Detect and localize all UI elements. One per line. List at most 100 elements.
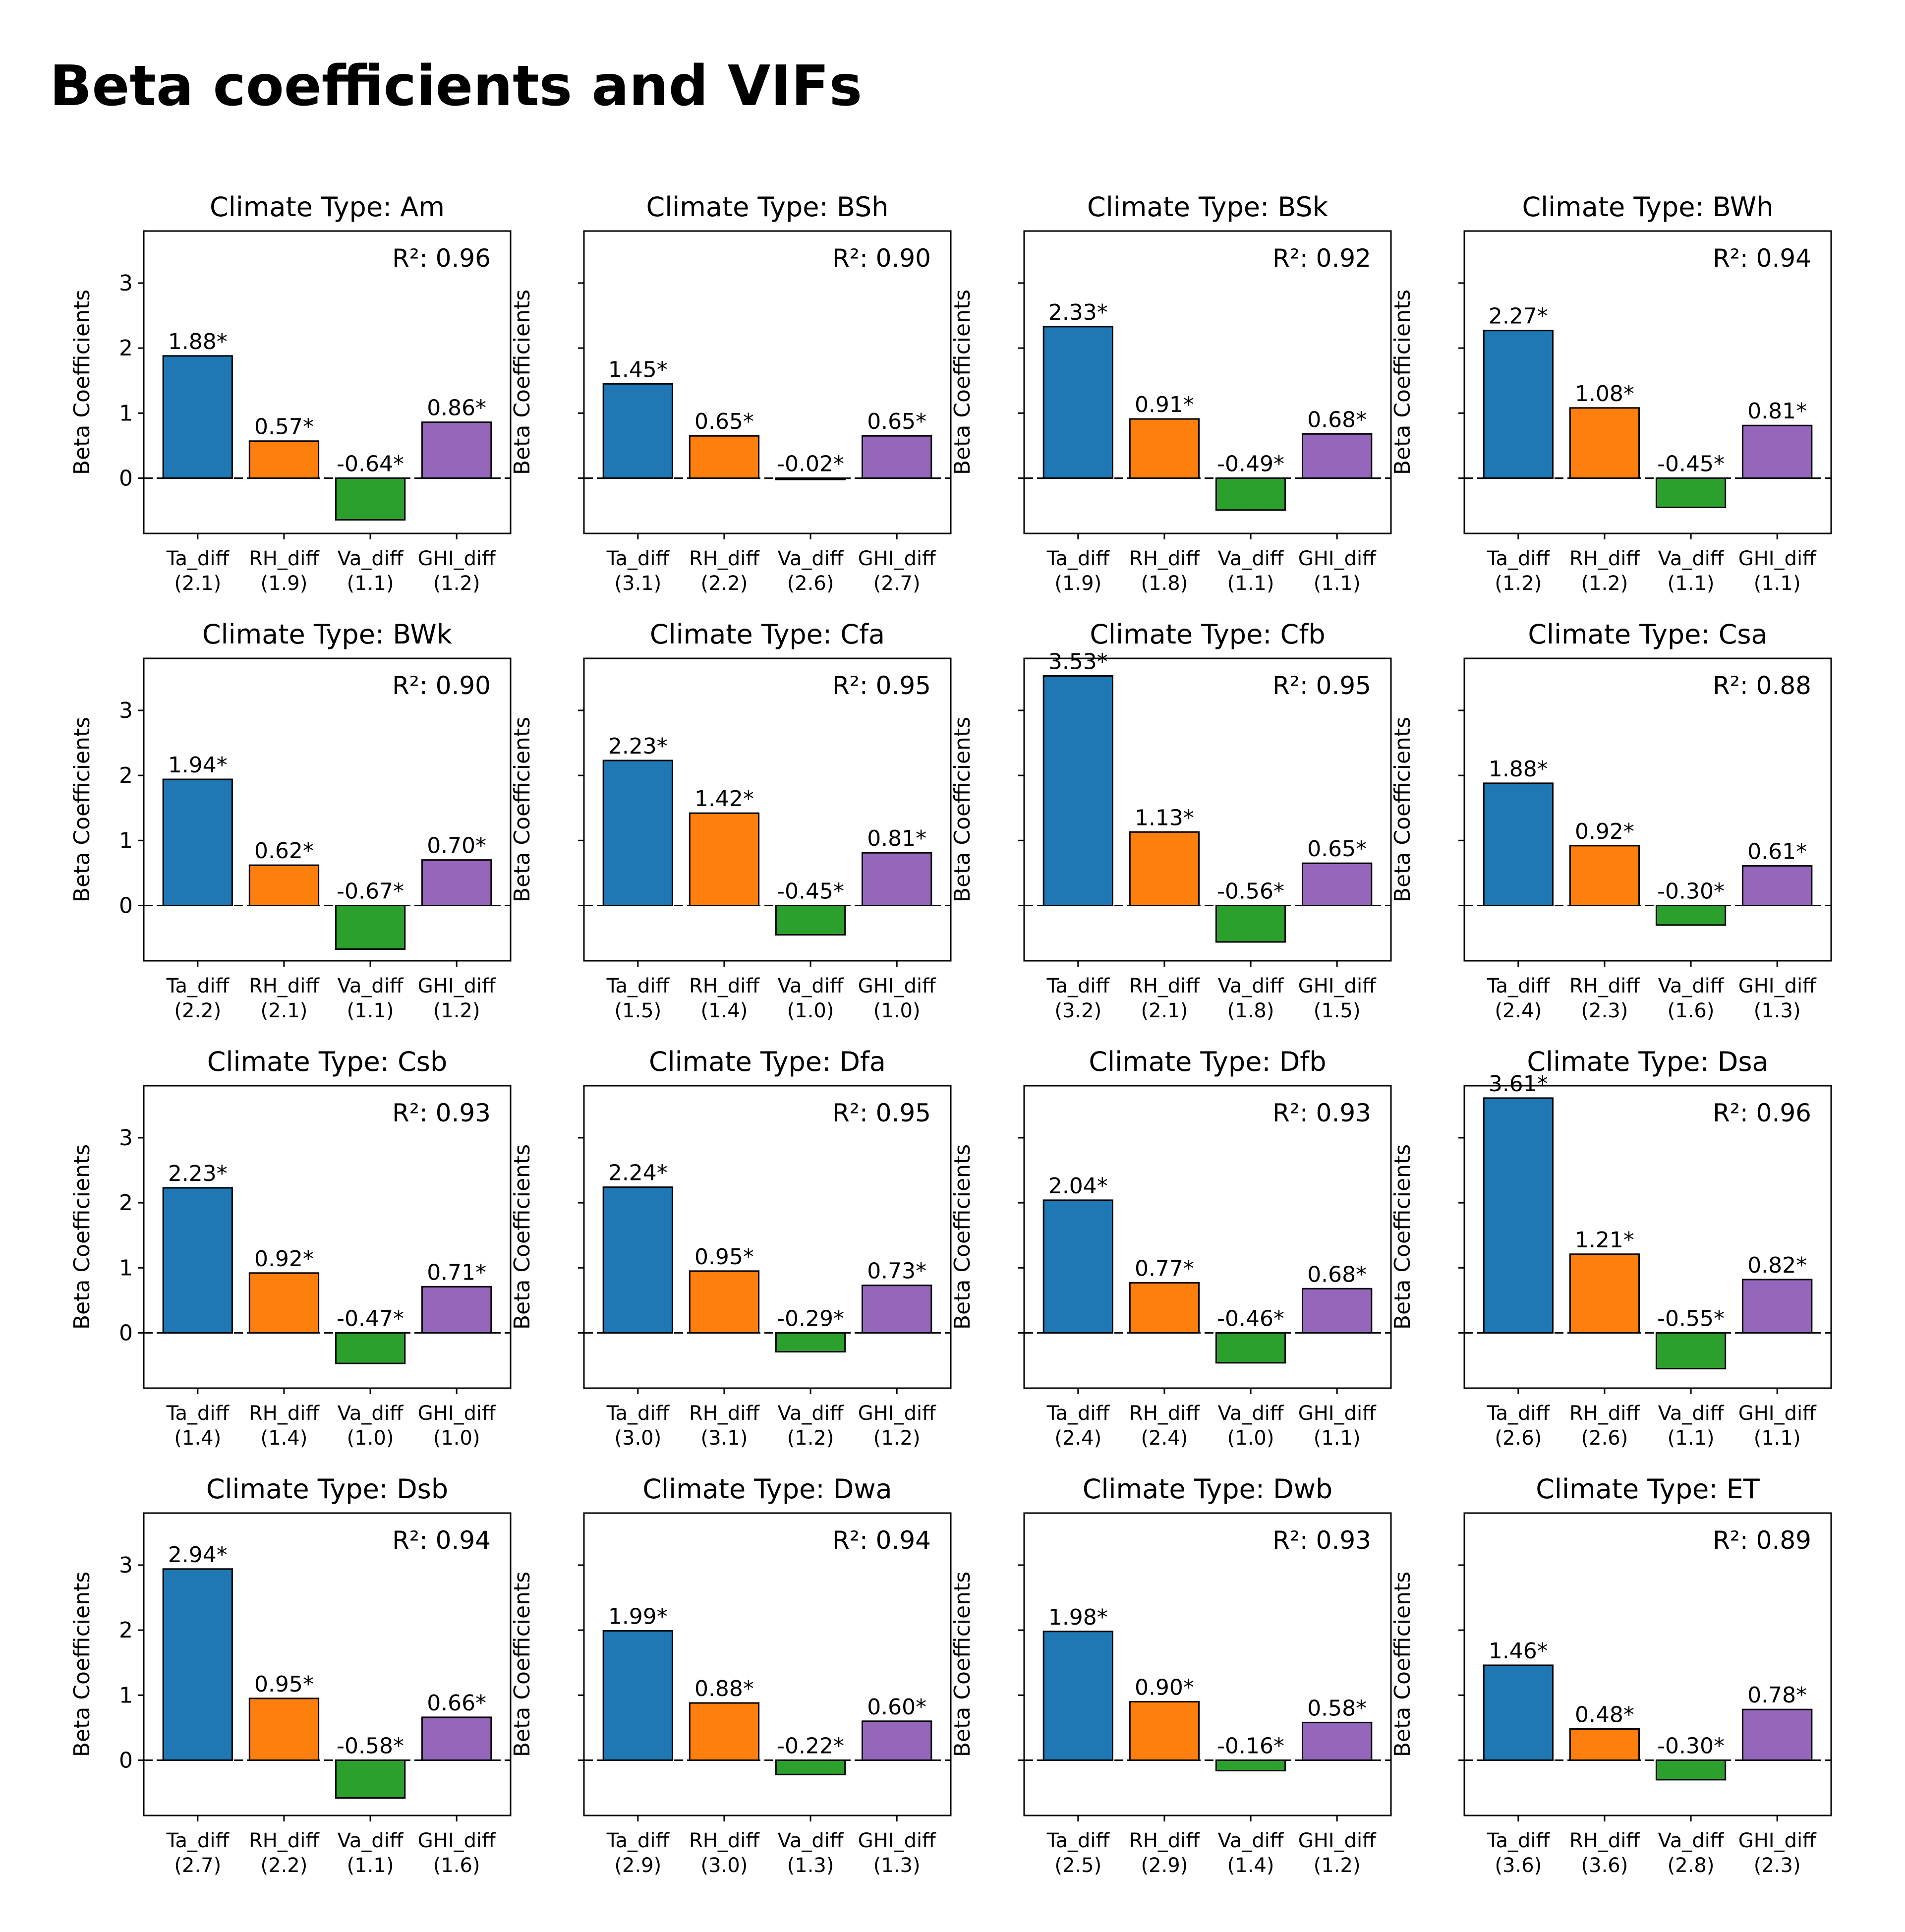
bar-value-label: 2.23* <box>608 734 668 759</box>
subplot: Climate Type: Dsb Beta Coefficients 0 1 2 3 2.… <box>69 1473 512 1877</box>
y-tick-label: 3 <box>119 698 133 723</box>
bar-value-label: 0.81* <box>1747 399 1807 424</box>
bar-value-label: 0.82* <box>1747 1253 1807 1278</box>
vif-label: (1.4) <box>174 1427 221 1450</box>
bar-value-label: -0.30* <box>1657 878 1725 904</box>
bar-ta-diff <box>1483 1664 1554 1761</box>
bar-value-label: 2.27* <box>1489 304 1548 329</box>
vif-label: (1.1) <box>347 999 394 1022</box>
vif-label: (1.8) <box>1141 572 1188 595</box>
bar-ghi-diff <box>1742 1708 1813 1761</box>
y-tick-label: 1 <box>119 1255 133 1281</box>
bar-rh-diff <box>689 1702 760 1761</box>
x-tick-label: GHI_diff <box>1298 1402 1377 1425</box>
vif-label: (2.4) <box>1495 999 1542 1022</box>
vif-label: (2.4) <box>1141 1427 1188 1450</box>
y-axis-label: Beta Coefficients <box>510 1572 535 1757</box>
subplot-title: Climate Type: BWk <box>202 619 453 650</box>
bar-ta-diff <box>602 383 673 479</box>
vif-label: (1.1) <box>1668 572 1715 595</box>
x-tick-label: Va_diff <box>1218 1829 1284 1852</box>
bar-value-label: -0.67* <box>337 878 404 904</box>
r2-annotation: R²: 0.95 <box>832 1099 931 1127</box>
bar-value-label: -0.45* <box>1657 451 1725 476</box>
x-tick-label: GHI_diff <box>858 1829 936 1852</box>
vif-label: (1.6) <box>1668 999 1715 1022</box>
y-axis-label: Beta Coefficients <box>950 717 975 902</box>
x-tick-label: GHI_diff <box>1298 975 1377 997</box>
y-axis-label: Beta Coefficients <box>510 717 535 902</box>
bar-value-label: 0.68* <box>1307 407 1367 432</box>
x-tick-label: Va_diff <box>1658 975 1725 997</box>
bar-ghi-diff <box>1302 1721 1373 1761</box>
bar-value-label: 1.94* <box>168 753 228 778</box>
subplot-title: Climate Type: Csb <box>207 1046 447 1077</box>
bar-va-diff <box>335 1759 406 1799</box>
bar-va-diff <box>335 477 406 521</box>
bar-ghi-diff <box>421 1716 492 1761</box>
bar-value-label: 3.53* <box>1048 649 1108 674</box>
subplot-title: Climate Type: Am <box>210 191 445 223</box>
x-tick-label: Ta_diff <box>166 547 230 570</box>
bar-value-label: 2.94* <box>168 1542 228 1568</box>
y-tick-label: 2 <box>119 1618 133 1643</box>
vif-label: (2.6) <box>787 572 834 595</box>
y-tick-label: 3 <box>119 1125 133 1151</box>
x-tick-label: Va_diff <box>338 1402 404 1425</box>
x-tick-label: Va_diff <box>1218 547 1284 570</box>
axes-frame <box>1023 1085 1392 1389</box>
x-tick-label: RH_diff <box>249 1402 320 1425</box>
vif-label: (2.6) <box>1581 1427 1628 1450</box>
subplot-title: Climate Type: Dwb <box>1083 1473 1332 1505</box>
vif-label: (2.2) <box>174 999 221 1022</box>
bar-value-label: -0.46* <box>1217 1306 1284 1331</box>
x-tick-label: Va_diff <box>778 1402 844 1425</box>
subplot-title: Climate Type: Dfb <box>1089 1046 1326 1077</box>
bar-va-diff <box>1215 904 1286 943</box>
axes-frame <box>1463 1512 1832 1816</box>
x-tick-label: RH_diff <box>1569 1402 1640 1425</box>
x-tick-label: Va_diff <box>778 975 844 997</box>
y-tick-label: 0 <box>119 466 133 491</box>
x-tick-label: Ta_diff <box>1487 975 1551 997</box>
y-axis-label: Beta Coefficients <box>510 1144 535 1330</box>
axes-frame <box>1023 230 1392 534</box>
vif-label: (2.6) <box>1495 1427 1542 1450</box>
x-tick-label: GHI_diff <box>858 1402 936 1425</box>
bar-value-label: -0.45* <box>777 878 844 904</box>
bar-va-diff <box>775 1332 846 1353</box>
bar-value-label: 0.95* <box>694 1244 754 1270</box>
bar-value-label: 0.70* <box>427 833 486 859</box>
y-axis-label: Beta Coefficients <box>1390 1144 1415 1330</box>
vif-label: (3.1) <box>614 572 661 595</box>
x-tick-label: GHI_diff <box>1738 1402 1817 1425</box>
x-tick-label: Ta_diff <box>1046 1402 1110 1425</box>
bar-ta-diff <box>162 1568 233 1761</box>
x-tick-label: GHI_diff <box>1298 547 1377 570</box>
x-tick-label: Ta_diff <box>1046 975 1110 997</box>
vif-label: (1.0) <box>787 999 834 1022</box>
bar-value-label: 1.13* <box>1135 805 1194 830</box>
bar-value-label: -0.22* <box>777 1733 844 1758</box>
subplot: Climate Type: Cfa Beta Coefficients 2.23* T… <box>510 619 952 1022</box>
vif-label: (2.9) <box>1141 1854 1188 1877</box>
y-tick-label: 0 <box>119 893 133 918</box>
y-axis-label: Beta Coefficients <box>950 1144 975 1330</box>
bar-va-diff <box>1215 1332 1286 1364</box>
vif-label: (1.0) <box>1227 1427 1274 1450</box>
bar-ghi-diff <box>862 435 932 479</box>
subplot: Climate Type: BSk Beta Coefficients 2.33* T… <box>950 191 1392 595</box>
x-tick-label: Ta_diff <box>1046 1829 1110 1852</box>
bar-value-label: 0.95* <box>254 1672 314 1697</box>
vif-label: (1.0) <box>433 1427 480 1450</box>
bar-ghi-diff <box>421 1286 492 1334</box>
bar-rh-diff <box>689 435 760 479</box>
x-tick-label: RH_diff <box>1569 547 1640 570</box>
bar-value-label: 1.08* <box>1575 381 1634 407</box>
r2-annotation: R²: 0.96 <box>392 244 491 273</box>
bar-value-label: 1.88* <box>168 329 228 354</box>
r2-annotation: R²: 0.89 <box>1713 1526 1811 1555</box>
bar-value-label: -0.29* <box>777 1306 844 1331</box>
vif-label: (1.1) <box>1314 1427 1361 1450</box>
vif-label: (2.5) <box>1054 1854 1101 1877</box>
